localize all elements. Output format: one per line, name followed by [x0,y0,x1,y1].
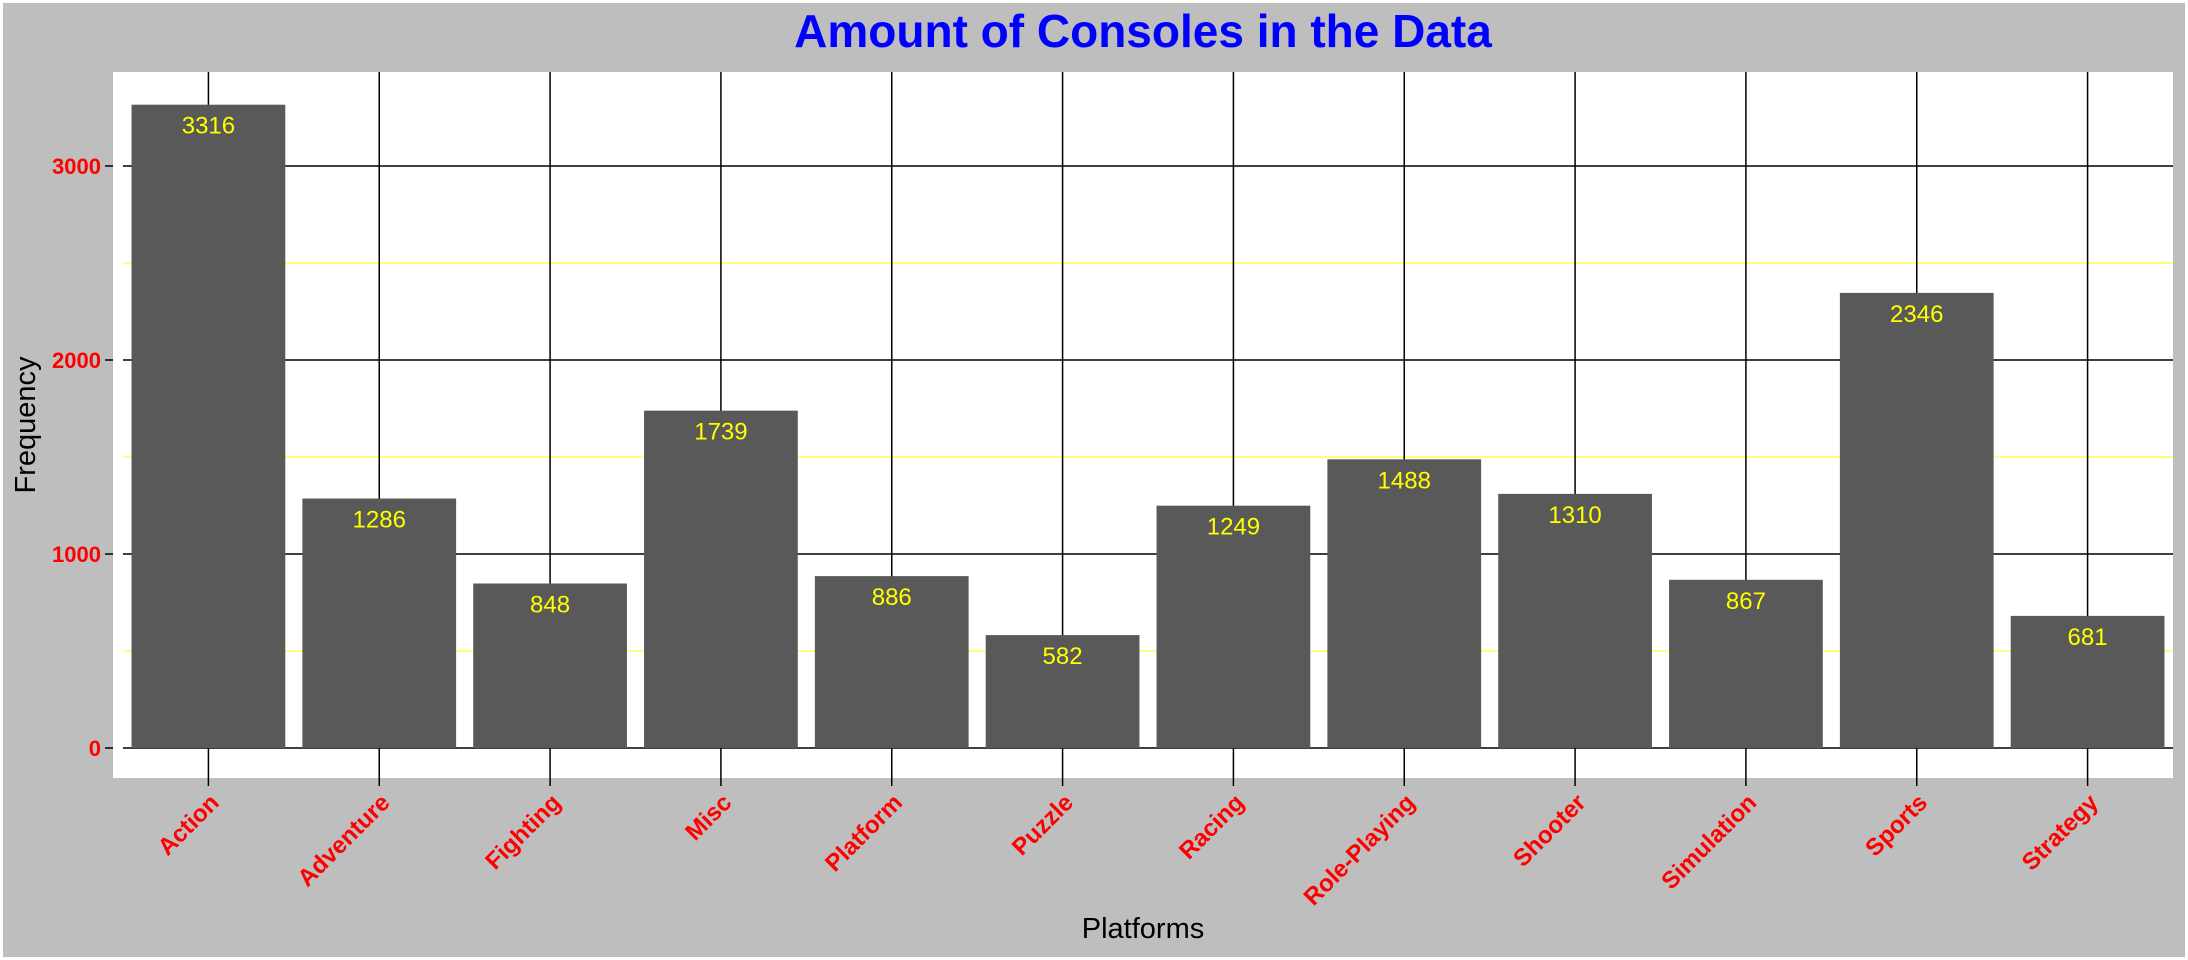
x-tick-label: Adventure [292,789,395,892]
bar-value-label: 1286 [353,507,406,534]
x-tick-label: Sports [1860,789,1933,862]
bar [1498,493,1652,748]
bars-group [131,104,2165,749]
bar-value-label: 582 [1043,643,1083,670]
bar [302,498,457,748]
x-tick-label: Action [153,789,225,861]
bar [1327,459,1482,748]
x-tick-label: Strategy [2017,789,2104,876]
bar [2010,615,2165,748]
bar [131,104,286,749]
y-tick-label: 3000 [52,154,101,179]
y-tick-label: 2000 [52,348,101,373]
y-axis-ticks: 0 1000 2000 3000 [52,154,113,761]
bar-labels-group: 3316 1286 848 1739 886 582 1249 1488 1310 867 2346… [182,113,2108,670]
x-tick-label: Shooter [1508,789,1591,872]
bar-value-label: 681 [2068,624,2108,651]
bar-value-label: 848 [530,591,570,618]
x-tick-label: Racing [1174,789,1250,865]
plot-area [113,72,2173,778]
y-tick-label: 1000 [52,542,101,567]
minor-gridlines [123,262,2173,652]
x-tick-label: Puzzle [1007,789,1079,861]
chart-title: Amount of Consoles in the Data [794,5,1492,57]
x-tick-label: Fighting [480,789,566,875]
x-tick-label: Platform [820,789,908,877]
bar [1669,579,1823,748]
bar [644,410,798,748]
bar-value-label: 1310 [1548,502,1601,529]
bar-value-label: 1488 [1378,467,1431,494]
bar-value-label: 3316 [182,113,235,140]
y-tick-label: 0 [89,736,101,761]
bar-value-label: 886 [872,584,912,611]
bar [1156,505,1311,748]
bar [985,635,1140,748]
bar-value-label: 1249 [1207,514,1260,541]
x-axis-label: Platforms [1082,913,1204,945]
y-axis-label: Frequency [10,356,42,494]
x-tick-label: Simulation [1656,789,1762,895]
bar-value-label: 2346 [1890,301,1943,328]
bar [814,576,969,748]
bar [1839,292,1994,748]
x-axis-ticks: Action Adventure Fighting Misc Platform Puzzl… [153,778,2104,911]
bar-value-label: 1739 [694,419,747,446]
x-tick-label: Misc [680,789,737,846]
bar-value-label: 867 [1726,588,1766,615]
bar [473,583,627,748]
x-tick-label: Role-Playing [1299,789,1421,911]
